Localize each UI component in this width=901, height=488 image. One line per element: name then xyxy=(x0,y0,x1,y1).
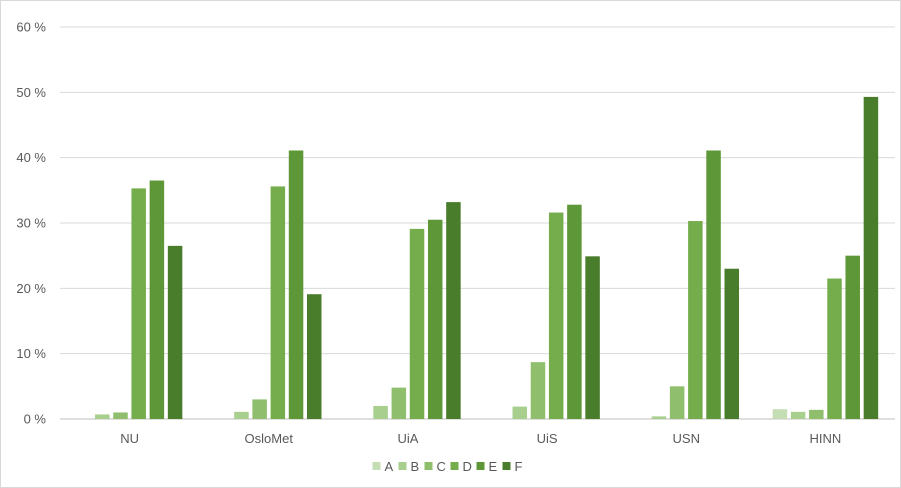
bar-oslomet-d xyxy=(270,186,286,419)
y-tick-label: 20 % xyxy=(16,281,46,296)
bars xyxy=(95,96,879,420)
legend-item-f: F xyxy=(502,459,523,474)
bar-hinn-c xyxy=(809,409,824,419)
bar-uia-f xyxy=(446,202,461,419)
legend-swatch xyxy=(424,462,433,470)
bar-hinn-d xyxy=(827,278,842,419)
legend-label: A xyxy=(385,459,394,474)
x-axis-tick-labels: NU OsloMet UiA UiS USN HINN xyxy=(120,431,841,446)
bar-uis-f xyxy=(585,256,600,419)
y-tick-label: 0 % xyxy=(24,412,47,427)
legend-swatch xyxy=(372,462,381,470)
bar-nu-e xyxy=(149,180,165,419)
bar-nu-f xyxy=(167,245,183,419)
bar-oslomet-c xyxy=(252,399,267,419)
legend-label: E xyxy=(489,459,498,474)
x-tick-label: UiS xyxy=(537,431,558,446)
legend-label: B xyxy=(411,459,420,474)
bar-nu-c xyxy=(113,412,128,419)
bar-usn-b xyxy=(651,416,667,419)
legend-item-d: D xyxy=(450,459,472,474)
gridlines xyxy=(60,26,895,420)
legend-label: C xyxy=(437,459,446,474)
bar-hinn-e xyxy=(845,255,860,419)
bar-uia-b xyxy=(373,405,388,419)
y-axis-tick-labels: 0 % 10 % 20 % 30 % 40 % 50 % 60 % xyxy=(16,20,46,427)
bar-usn-d xyxy=(688,221,703,419)
x-tick-label: HINN xyxy=(810,431,842,446)
legend-swatch xyxy=(398,462,407,470)
legend-item-b: B xyxy=(398,459,420,474)
bar-hinn-b xyxy=(790,411,806,419)
bar-usn-c xyxy=(669,386,685,419)
y-tick-label: 10 % xyxy=(16,346,46,361)
bar-uis-d xyxy=(548,212,564,419)
bar-oslomet-e xyxy=(288,150,304,420)
legend-item-e: E xyxy=(476,459,498,474)
legend-label: F xyxy=(515,459,523,474)
bar-uis-e xyxy=(567,204,582,419)
legend: A B C D E F xyxy=(372,459,523,474)
bar-usn-f xyxy=(724,268,739,419)
legend-swatch xyxy=(476,462,485,470)
x-tick-label: UiA xyxy=(397,431,418,446)
bar-uia-e xyxy=(427,219,443,419)
bar-usn-e xyxy=(706,150,721,420)
bar-hinn-f xyxy=(863,96,879,419)
legend-swatch xyxy=(450,462,459,470)
legend-swatch xyxy=(502,462,511,470)
x-tick-label: OsloMet xyxy=(245,431,294,446)
legend-label: D xyxy=(463,459,472,474)
x-tick-label: NU xyxy=(120,431,139,446)
bar-oslomet-f xyxy=(307,294,322,419)
bar-nu-b xyxy=(95,414,110,419)
y-tick-label: 50 % xyxy=(16,85,46,100)
bar-nu-d xyxy=(131,188,146,419)
bar-uia-d xyxy=(409,228,425,419)
legend-item-c: C xyxy=(424,459,446,474)
y-tick-label: 30 % xyxy=(16,216,46,231)
legend-item-a: A xyxy=(372,459,394,474)
bar-hinn-a xyxy=(772,409,788,419)
bar-oslomet-b xyxy=(234,411,249,419)
y-tick-label: 40 % xyxy=(16,150,46,165)
y-tick-label: 60 % xyxy=(16,20,46,35)
bar-uia-c xyxy=(391,387,407,419)
bar-uis-c xyxy=(530,362,546,419)
bar-uis-b xyxy=(512,406,528,419)
x-tick-label: USN xyxy=(673,431,700,446)
